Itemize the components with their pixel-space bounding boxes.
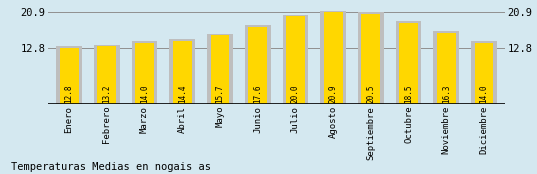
Text: Temperaturas Medias en nogais as: Temperaturas Medias en nogais as bbox=[11, 162, 211, 172]
Text: 14.0: 14.0 bbox=[480, 84, 489, 103]
Bar bbox=[433, 31, 459, 104]
Bar bbox=[361, 14, 380, 104]
Text: 14.4: 14.4 bbox=[178, 84, 187, 103]
Text: 20.0: 20.0 bbox=[291, 84, 300, 103]
Bar bbox=[211, 35, 229, 104]
Bar bbox=[437, 33, 456, 104]
Text: 18.5: 18.5 bbox=[404, 84, 413, 103]
Text: 16.3: 16.3 bbox=[442, 84, 451, 103]
Bar bbox=[248, 27, 267, 104]
Bar bbox=[399, 23, 418, 104]
Bar bbox=[97, 46, 116, 104]
Bar bbox=[94, 45, 120, 104]
Text: 12.8: 12.8 bbox=[64, 84, 74, 103]
Bar bbox=[396, 21, 422, 104]
Bar bbox=[286, 16, 305, 104]
Bar bbox=[320, 11, 346, 104]
Bar bbox=[471, 41, 497, 104]
Text: 14.0: 14.0 bbox=[140, 84, 149, 103]
Text: 15.7: 15.7 bbox=[215, 84, 224, 103]
Bar bbox=[358, 13, 384, 104]
Text: 17.6: 17.6 bbox=[253, 84, 262, 103]
Bar bbox=[282, 15, 308, 104]
Bar bbox=[207, 34, 233, 104]
Bar bbox=[173, 41, 192, 104]
Bar bbox=[324, 12, 343, 104]
Text: 20.9: 20.9 bbox=[329, 84, 338, 103]
Bar bbox=[56, 46, 82, 104]
Text: 13.2: 13.2 bbox=[103, 84, 111, 103]
Bar bbox=[245, 25, 271, 104]
Bar bbox=[135, 43, 154, 104]
Bar bbox=[475, 43, 494, 104]
Bar bbox=[132, 41, 157, 104]
Text: 20.5: 20.5 bbox=[366, 84, 375, 103]
Bar bbox=[169, 39, 195, 104]
Bar bbox=[60, 48, 78, 104]
